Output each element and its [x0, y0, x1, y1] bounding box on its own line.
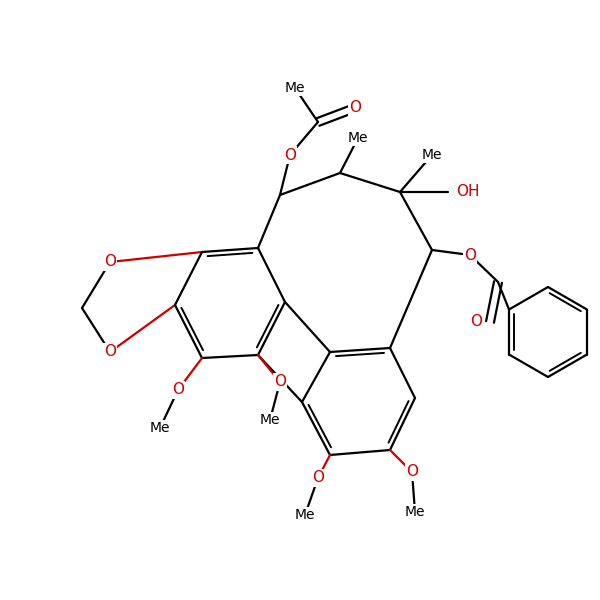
- Text: O: O: [312, 470, 324, 485]
- Text: Me: Me: [295, 508, 315, 522]
- Text: Me: Me: [285, 81, 305, 95]
- Text: O: O: [274, 374, 286, 389]
- Text: O: O: [464, 247, 476, 263]
- Text: Me: Me: [260, 413, 280, 427]
- Text: O: O: [284, 148, 296, 163]
- Text: O: O: [104, 344, 116, 359]
- Text: O: O: [104, 254, 116, 269]
- Text: OH: OH: [456, 185, 479, 199]
- Text: Me: Me: [405, 505, 425, 519]
- Text: O: O: [172, 383, 184, 397]
- Text: Me: Me: [422, 148, 442, 162]
- Text: O: O: [406, 464, 418, 479]
- Text: Me: Me: [150, 421, 170, 435]
- Text: O: O: [349, 100, 361, 115]
- Text: Me: Me: [348, 131, 368, 145]
- Text: O: O: [470, 314, 482, 329]
